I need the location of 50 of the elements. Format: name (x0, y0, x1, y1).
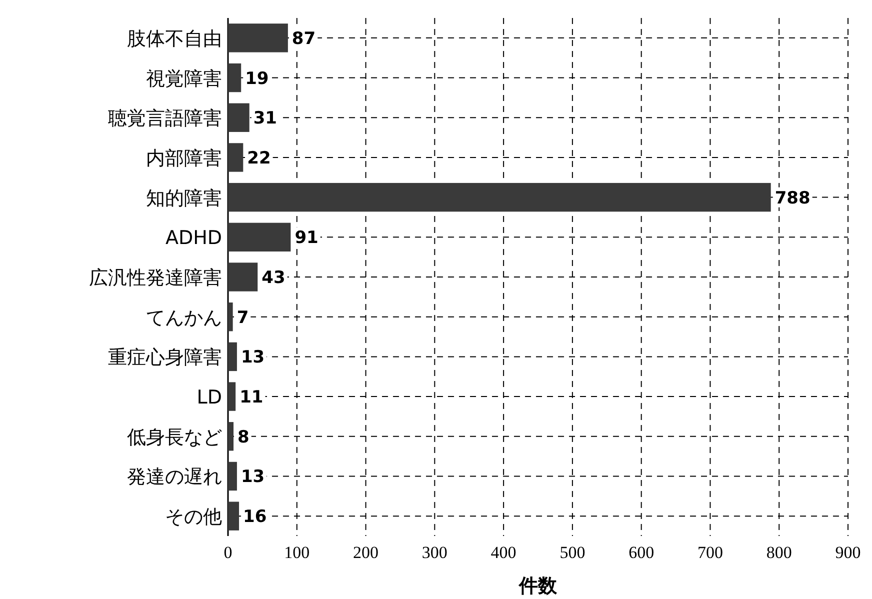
y-tick-label: てんかん (146, 306, 222, 329)
x-tick-label: 400 (490, 543, 516, 562)
data-label: 19 (245, 68, 269, 89)
bar (228, 462, 237, 491)
data-label: 788 (774, 188, 810, 208)
data-label: 7 (236, 308, 249, 328)
x-tick-label: 0 (224, 543, 232, 562)
data-label: 11 (240, 388, 264, 408)
data-label: 22 (247, 148, 271, 168)
bar (228, 24, 288, 52)
data-label: 87 (292, 28, 316, 49)
bar (228, 502, 240, 530)
y-tick-label: 重症心身障害 (108, 346, 222, 369)
bar (228, 103, 250, 132)
y-tick-label: 肢体不自由 (127, 28, 222, 50)
data-label: 8 (238, 427, 250, 448)
data-label: 16 (243, 507, 267, 528)
x-tick-label: 900 (835, 543, 861, 562)
data-label: 13 (240, 348, 265, 368)
bar (228, 182, 771, 212)
x-tick-label: 100 (284, 543, 310, 562)
data-label: 31 (253, 108, 278, 129)
y-tick-label: 発達の遅れ (127, 466, 222, 488)
bar (228, 63, 242, 92)
bar (228, 143, 244, 172)
bar (228, 422, 234, 451)
bar (228, 262, 258, 292)
x-tick-label: 700 (697, 543, 723, 562)
x-tick-label: 200 (353, 543, 379, 562)
bar (228, 382, 236, 411)
x-tick-label: 600 (628, 543, 654, 562)
y-tick-label: 低身長など (127, 426, 222, 448)
x-tick-label: 300 (422, 543, 448, 562)
y-tick-label: 広汎性発達障害 (89, 267, 222, 289)
y-tick-label: LD (196, 386, 222, 409)
data-label: 91 (294, 228, 318, 248)
x-tick-label: 800 (766, 543, 792, 562)
y-tick-label: 知的障害 (146, 187, 222, 210)
y-tick-label: ADHD (165, 227, 222, 250)
x-tick-label: 500 (560, 543, 586, 562)
bar (228, 222, 291, 252)
bar (228, 302, 233, 332)
y-tick-label: 視覚障害 (146, 68, 222, 90)
bar (228, 342, 237, 372)
y-tick-label: 聴覚言語障害 (108, 108, 222, 130)
data-label: 13 (240, 467, 265, 488)
y-tick-label: 内部障害 (146, 147, 222, 170)
x-axis-title: 件数 (518, 575, 558, 597)
y-tick-label: その他 (165, 506, 222, 528)
data-label: 43 (262, 268, 286, 288)
